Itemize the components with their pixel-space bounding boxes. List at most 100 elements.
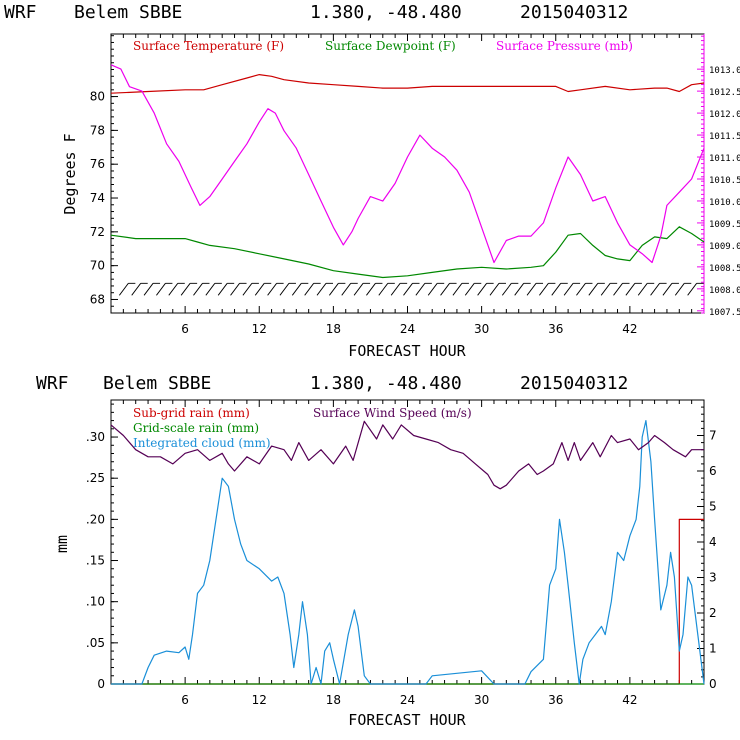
y2-tick-label: 1 bbox=[709, 642, 717, 656]
wind-barb bbox=[143, 283, 154, 296]
wind-barb bbox=[674, 283, 685, 296]
bottom-legend: Sub-grid rain (mm) Surface Wind Speed (m… bbox=[133, 406, 472, 450]
x-tick-label: 6 bbox=[181, 693, 189, 707]
wind-barb bbox=[353, 283, 364, 296]
y2-tick-label: 3 bbox=[709, 571, 717, 585]
wind-barb bbox=[625, 283, 636, 296]
wind-barb bbox=[588, 283, 599, 296]
header-coords-2: 1.380, -48.480 bbox=[310, 373, 462, 394]
y-tick-label: .30 bbox=[86, 430, 105, 444]
wind-barb bbox=[514, 283, 525, 296]
wind-barb bbox=[662, 283, 673, 296]
x-tick-label: 30 bbox=[474, 322, 489, 336]
wind-barb bbox=[464, 283, 475, 296]
x-tick-label: 12 bbox=[252, 693, 267, 707]
y2-tick-label: 2 bbox=[709, 606, 717, 620]
wind-barb bbox=[613, 283, 623, 296]
header-coords: 1.380, -48.480 bbox=[310, 2, 462, 23]
wind-barb bbox=[341, 283, 352, 296]
header-model-2: WRF bbox=[36, 373, 69, 394]
wind-barb bbox=[291, 283, 302, 296]
y2-tick-label: 0 bbox=[709, 677, 717, 691]
y2-tick-label: 1007.5 bbox=[709, 308, 740, 318]
series-line-integrated-cloud-mm bbox=[111, 420, 705, 685]
y2-tick-label: 4 bbox=[709, 535, 717, 549]
wind-barb bbox=[501, 283, 512, 296]
wind-barb bbox=[254, 283, 265, 296]
wind-barbs bbox=[118, 282, 704, 296]
legend-surface-dewpoint: Surface Dewpoint (F) bbox=[325, 39, 456, 53]
y-tick-label: 76 bbox=[90, 157, 105, 171]
y-tick-label: .15 bbox=[86, 554, 105, 568]
wind-barb bbox=[193, 283, 203, 296]
wind-barb bbox=[316, 283, 327, 296]
wind-barb bbox=[205, 283, 216, 296]
wind-barb bbox=[168, 283, 179, 296]
x-tick-label: 12 bbox=[252, 322, 267, 336]
x-tick-label: 36 bbox=[548, 693, 563, 707]
header-init: 2015040312 bbox=[520, 2, 628, 23]
bottom-y-axis-label: mm bbox=[53, 535, 71, 553]
wind-barb bbox=[279, 283, 290, 296]
wind-barb bbox=[118, 283, 129, 296]
y-tick-label: 80 bbox=[90, 90, 105, 104]
wind-barb bbox=[378, 283, 389, 296]
x-tick-label: 36 bbox=[548, 322, 563, 336]
y-tick-label: 78 bbox=[90, 123, 105, 137]
wind-barb bbox=[563, 283, 574, 296]
x-tick-label: 18 bbox=[326, 322, 341, 336]
wind-barb bbox=[440, 283, 450, 296]
bottom-series-group bbox=[110, 420, 705, 685]
x-tick-label: 24 bbox=[400, 693, 415, 707]
y2-tick-label: 1011.0 bbox=[709, 154, 740, 164]
legend-subgrid-rain: Sub-grid rain (mm) bbox=[133, 406, 250, 420]
legend-integrated-cloud: Integrated cloud (mm) bbox=[133, 436, 271, 450]
legend-gridscale-rain: Grid-scale rain (mm) bbox=[133, 421, 259, 435]
header-init-2: 2015040312 bbox=[520, 373, 628, 394]
y2-tick-label: 1008.5 bbox=[709, 264, 740, 274]
header-model: WRF bbox=[4, 2, 37, 23]
header-station: Belem SBBE bbox=[74, 2, 182, 23]
x-tick-label: 6 bbox=[181, 322, 189, 336]
bottom-x-axis-label: FORECAST HOUR bbox=[348, 711, 466, 729]
bottom-chart-header: WRF Belem SBBE 1.380, -48.480 2015040312 bbox=[36, 373, 628, 394]
y2-tick-label: 1012.5 bbox=[709, 88, 740, 98]
wind-barb bbox=[230, 283, 240, 296]
legend-surface-temperature: Surface Temperature (F) bbox=[133, 39, 284, 53]
series-line-surface-wind-speed-m-s bbox=[110, 420, 704, 490]
y2-tick-label: 7 bbox=[709, 429, 717, 443]
wind-barb bbox=[390, 283, 401, 296]
wind-barb bbox=[242, 283, 253, 296]
top-series-group bbox=[110, 64, 705, 279]
wind-barb bbox=[180, 283, 191, 296]
y2-tick-label: 1010.0 bbox=[709, 198, 740, 208]
y-tick-label: 72 bbox=[90, 225, 105, 239]
wind-barb bbox=[551, 283, 562, 296]
wind-barb bbox=[217, 283, 228, 296]
wind-barb bbox=[452, 283, 463, 296]
x-tick-label: 42 bbox=[622, 322, 637, 336]
wind-barb bbox=[687, 283, 698, 296]
y2-tick-label: 1009.5 bbox=[709, 220, 740, 230]
x-tick-label: 30 bbox=[474, 693, 489, 707]
wind-barb bbox=[304, 283, 315, 296]
bottom-y2-ticks: 0 1 2 3 4 5 6 7 bbox=[697, 399, 717, 691]
bottom-x-ticks: 6 12 18 24 30 36 42 bbox=[122, 400, 693, 707]
top-x-axis-label: FORECAST HOUR bbox=[348, 342, 466, 360]
wind-barb bbox=[576, 283, 586, 296]
wind-barb bbox=[267, 283, 277, 296]
x-tick-label: 18 bbox=[326, 693, 341, 707]
y2-tick-label: 1008.0 bbox=[709, 286, 740, 296]
y-tick-label: .05 bbox=[86, 636, 105, 650]
y-tick-label: .20 bbox=[86, 512, 105, 526]
y-tick-label: 68 bbox=[90, 292, 105, 306]
wind-barb bbox=[600, 283, 611, 296]
y-tick-label: 0 bbox=[97, 677, 105, 691]
y-tick-label: 70 bbox=[90, 259, 105, 273]
y2-tick-label: 1011.5 bbox=[709, 132, 740, 142]
wind-barb bbox=[539, 283, 549, 296]
y-tick-label: .25 bbox=[86, 471, 105, 485]
y2-tick-label: 1013.0 bbox=[709, 66, 740, 76]
x-tick-label: 24 bbox=[400, 322, 415, 336]
